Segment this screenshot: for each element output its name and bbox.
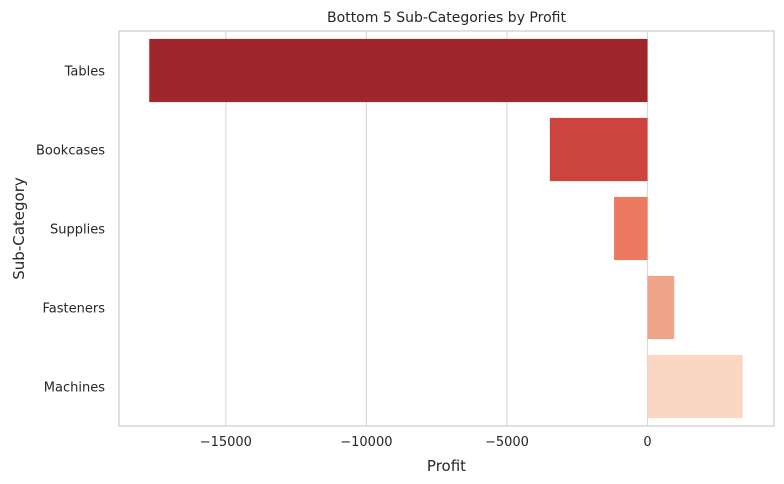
x-tick-label: −5000 [485,435,529,450]
ticks: −15000 −10000 −5000 0 Tables Bookcases Supplie… [36,65,652,451]
x-axis-title: Profit [427,457,466,475]
bar [549,117,648,182]
x-tick-label: 0 [643,435,651,450]
bar [149,38,648,103]
bar [647,275,675,340]
y-tick-label: Fasteners [43,302,106,317]
bar [647,354,743,419]
y-tick-label: Tables [64,65,106,80]
y-tick-label: Supplies [50,223,105,238]
chart-title: Bottom 5 Sub-Categories by Profit [327,10,566,26]
y-tick-label: Machines [44,381,105,396]
plot-frame [118,30,775,427]
x-tick-label: −10000 [340,435,392,450]
y-axis-title: Sub-Category [10,177,28,280]
bar [614,196,648,261]
bars [149,38,743,419]
y-tick-label: Bookcases [36,144,105,159]
x-tick-label: −15000 [200,435,252,450]
